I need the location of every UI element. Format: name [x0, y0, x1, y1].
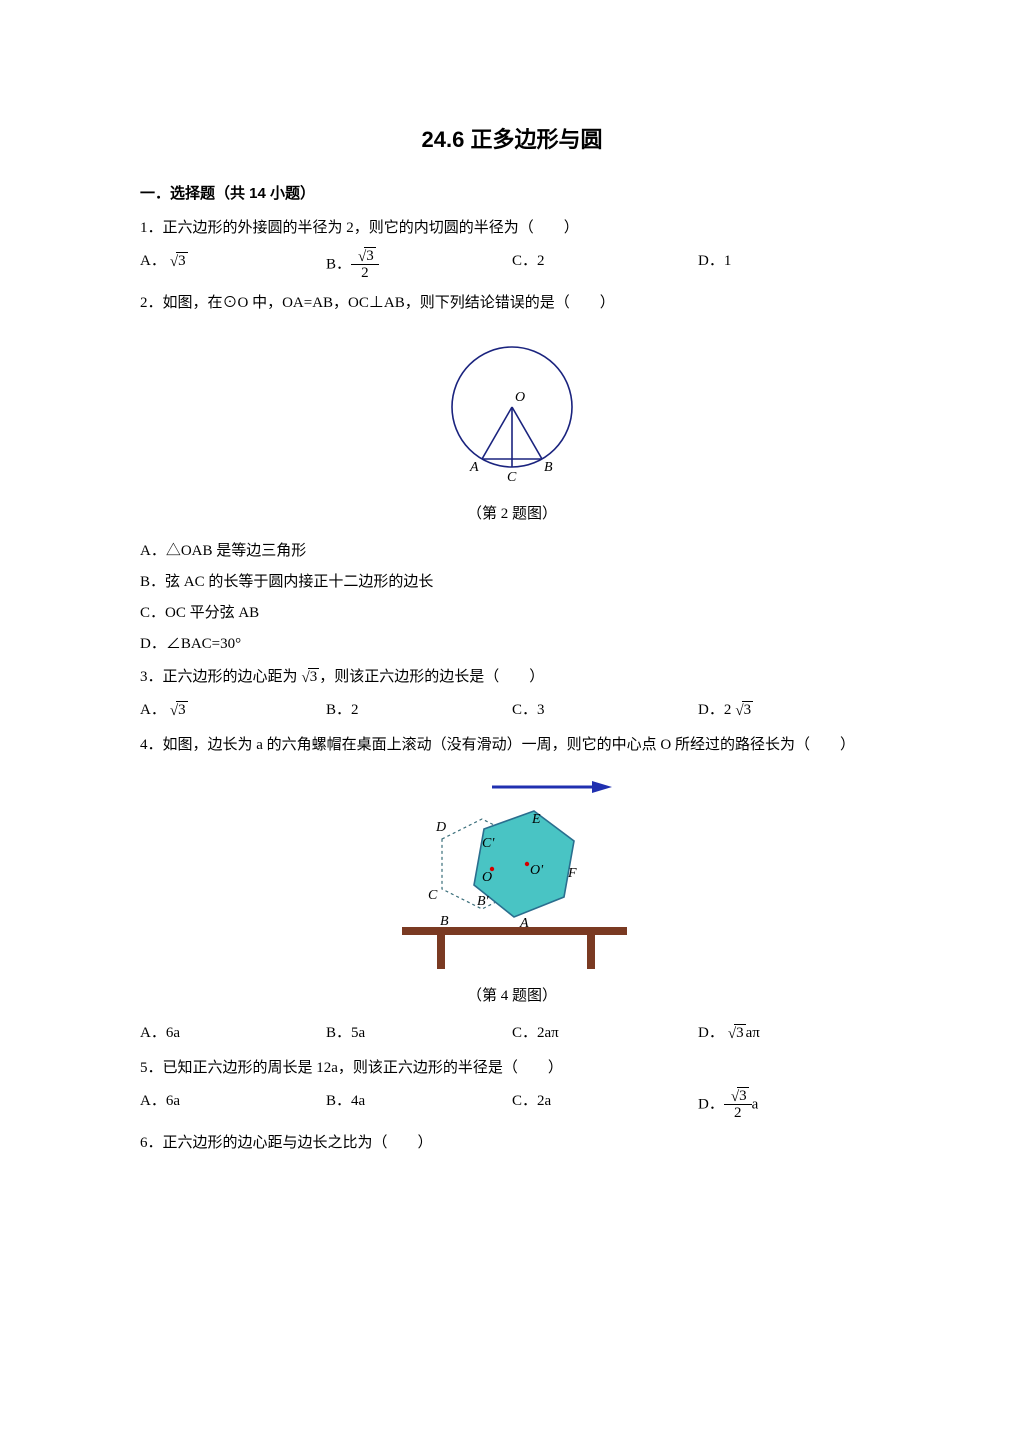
question-4-options: A．6a B．5a C．2aπ D．3aπ	[140, 1020, 884, 1047]
q4-d-prefix: D．	[698, 1025, 724, 1041]
sqrt-icon: 3	[731, 697, 753, 724]
svg-text:O: O	[482, 870, 492, 885]
svg-text:A: A	[519, 916, 529, 931]
q4-option-b: B．5a	[326, 1020, 512, 1047]
figure-4: D E F A C C' B B' O O'	[140, 769, 884, 979]
q5-d-prefix: D．	[698, 1096, 724, 1112]
q1-b-prefix: B．	[326, 256, 351, 272]
svg-text:B: B	[440, 914, 449, 929]
q3-option-d: D．23	[698, 697, 884, 724]
q1-option-b: B．32	[326, 248, 512, 282]
q3-option-b: B．2	[326, 697, 512, 724]
label-a: A	[469, 460, 479, 475]
q2-option-b: B．弦 AC 的长等于圆内接正十二边形的边长	[140, 569, 884, 596]
label-b: B	[544, 460, 553, 475]
svg-text:C: C	[428, 888, 438, 903]
question-2: 2．如图，在⊙O 中，OA=AB，OC⊥AB，则下列结论错误的是（ ）	[140, 290, 884, 317]
figure-2-caption: （第 2 题图）	[140, 501, 884, 528]
q2-option-a: A．△OAB 是等边三角形	[140, 538, 884, 565]
q2-option-c: C．OC 平分弦 AB	[140, 600, 884, 627]
q3-option-a: A．3	[140, 697, 326, 724]
svg-text:B': B'	[477, 894, 490, 909]
q2-option-d: D．∠BAC=30°	[140, 631, 884, 658]
svg-text:O': O'	[530, 863, 544, 878]
page: 24.6 正多边形与圆 一．选择题（共 14 小题） 1．正六边形的外接圆的半径…	[0, 0, 1024, 1223]
q5-option-d: D．32a	[698, 1088, 884, 1122]
sqrt-icon: 3	[166, 248, 188, 275]
q4-svg: D E F A C C' B B' O O'	[382, 769, 642, 969]
sqrt-icon: 3	[166, 697, 188, 724]
q1-option-d: D．1	[698, 248, 884, 282]
q5-option-b: B．4a	[326, 1088, 512, 1122]
question-3-options: A．3 B．2 C．3 D．23	[140, 697, 884, 724]
section-header: 一．选择题（共 14 小题）	[140, 180, 884, 207]
sqrt-icon: 3	[727, 1088, 749, 1105]
question-1-options: A．3 B．32 C．2 D．1	[140, 248, 884, 282]
question-4: 4．如图，边长为 a 的六角螺帽在桌面上滚动（没有滑动）一周，则它的中心点 O …	[140, 732, 884, 759]
question-5-options: A．6a B．4a C．2a D．32a	[140, 1088, 884, 1122]
q3-stem-a: 3．正六边形的边心距为	[140, 669, 298, 685]
q1-option-c: C．2	[512, 248, 698, 282]
sqrt-icon: 3	[298, 664, 320, 691]
fraction: 32	[351, 248, 379, 282]
page-title: 24.6 正多边形与圆	[140, 120, 884, 160]
svg-text:E: E	[531, 812, 541, 827]
svg-text:F: F	[567, 866, 577, 881]
svg-text:C': C'	[482, 836, 495, 851]
q4-d-suffix: aπ	[746, 1025, 760, 1041]
q3-option-c: C．3	[512, 697, 698, 724]
question-5: 5．已知正六边形的周长是 12a，则该正六边形的半径是（ ）	[140, 1055, 884, 1082]
label-o: O	[515, 390, 525, 405]
figure-2: O A B C	[140, 327, 884, 497]
q1-a-prefix: A．	[140, 253, 166, 269]
q4-option-a: A．6a	[140, 1020, 326, 1047]
figure-4-caption: （第 4 题图）	[140, 983, 884, 1010]
q3-d-prefix: D．2	[698, 702, 731, 718]
q2-svg: O A B C	[432, 327, 592, 487]
question-6: 6．正六边形的边心距与边长之比为（ ）	[140, 1130, 884, 1157]
sqrt-icon: 3	[354, 248, 376, 265]
q4-option-d: D．3aπ	[698, 1020, 884, 1047]
q3-a-prefix: A．	[140, 702, 166, 718]
sqrt-icon: 3	[724, 1020, 746, 1047]
q1-option-a: A．3	[140, 248, 326, 282]
q5-option-a: A．6a	[140, 1088, 326, 1122]
q4-option-c: C．2aπ	[512, 1020, 698, 1047]
question-1: 1．正六边形的外接圆的半径为 2，则它的内切圆的半径为（ ）	[140, 215, 884, 242]
q3-stem-b: ，则该正六边形的边长是（ ）	[319, 669, 544, 685]
svg-text:D: D	[435, 820, 446, 835]
label-c: C	[507, 470, 517, 485]
fraction: 32	[724, 1088, 752, 1122]
question-3: 3．正六边形的边心距为3，则该正六边形的边长是（ ）	[140, 664, 884, 691]
q5-d-suffix: a	[752, 1096, 759, 1112]
q5-option-c: C．2a	[512, 1088, 698, 1122]
